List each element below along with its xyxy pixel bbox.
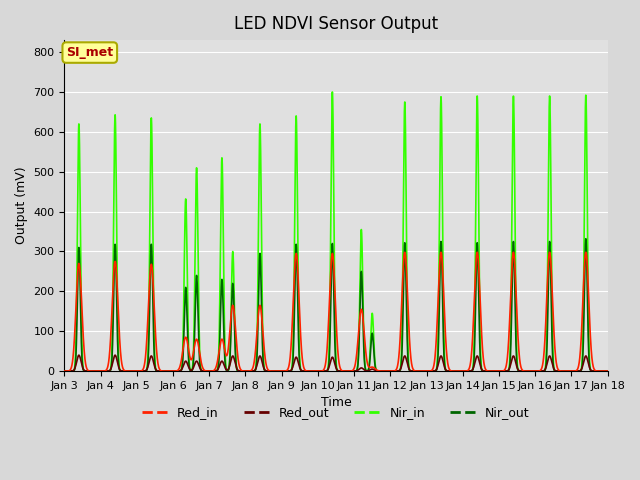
Legend: Red_in, Red_out, Nir_in, Nir_out: Red_in, Red_out, Nir_in, Nir_out <box>137 401 535 424</box>
Title: LED NDVI Sensor Output: LED NDVI Sensor Output <box>234 15 438 33</box>
Y-axis label: Output (mV): Output (mV) <box>15 167 28 244</box>
X-axis label: Time: Time <box>321 396 351 409</box>
Text: SI_met: SI_met <box>66 46 113 59</box>
